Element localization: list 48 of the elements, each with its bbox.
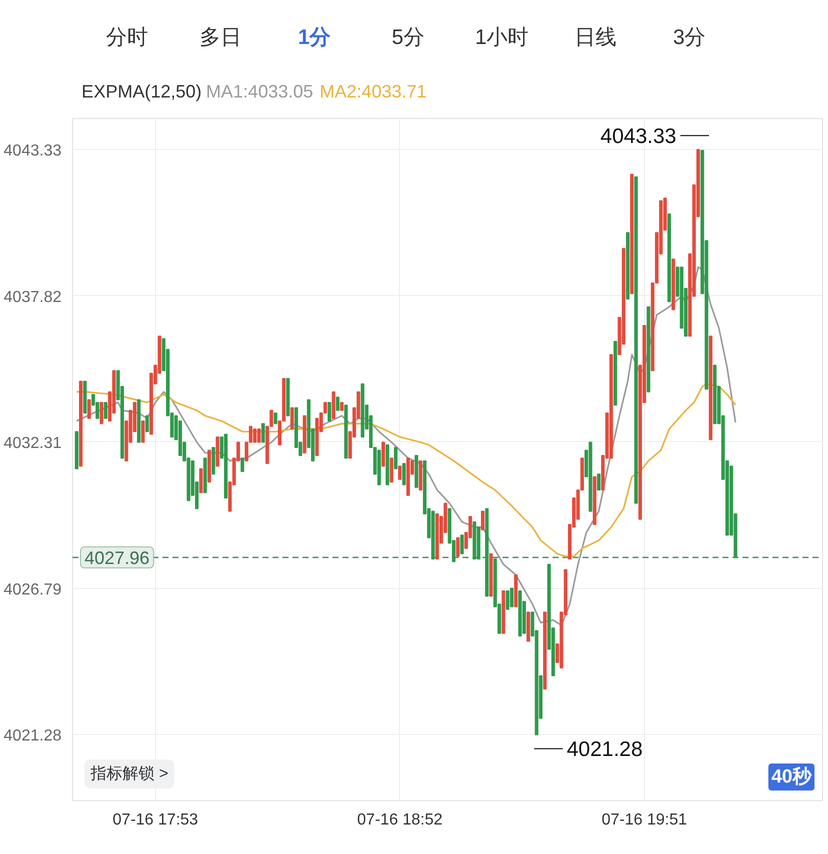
text: 1分 xyxy=(298,26,332,49)
annotation: 指标解锁 > xyxy=(90,764,168,782)
candlestick xyxy=(240,458,244,472)
candlestick xyxy=(145,415,149,432)
text: 5分 xyxy=(392,26,424,49)
candlestick xyxy=(460,534,464,554)
annotation: 4043.33 xyxy=(600,125,676,148)
candlestick xyxy=(596,474,601,491)
candlestick xyxy=(381,442,386,467)
candlestick xyxy=(100,402,104,424)
candlestick xyxy=(87,399,91,419)
candlestick xyxy=(456,537,460,557)
candlestick xyxy=(480,510,485,530)
ref-line-label: 4027.96 xyxy=(84,548,150,568)
y-tick-label: 4032.31 xyxy=(4,434,62,452)
text: 多日 xyxy=(200,26,242,49)
text: 日线 xyxy=(574,26,617,49)
text: MA1:4033.05 xyxy=(206,82,314,102)
text: 3分 xyxy=(673,26,706,49)
candlestick xyxy=(398,466,402,480)
candlestick xyxy=(253,428,257,443)
text: MA2:4033.71 xyxy=(320,82,427,102)
candlestick xyxy=(261,423,265,443)
text: 分时 xyxy=(106,26,148,49)
y-tick-label: 4021.28 xyxy=(4,728,62,745)
x-tick-label: 07-16 18:52 xyxy=(357,812,443,828)
candlestick xyxy=(390,458,394,483)
candlestick xyxy=(328,402,332,422)
candlestick xyxy=(141,420,145,443)
text: 1小时 xyxy=(475,26,529,49)
annotation: 40秒 xyxy=(771,766,812,788)
candlestick xyxy=(506,590,510,610)
candlestick xyxy=(199,468,203,494)
candlestick xyxy=(336,396,340,411)
candlestick xyxy=(104,402,108,419)
x-tick-label: 07-16 19:51 xyxy=(602,812,688,828)
legend-title: EXPMA(12,50) xyxy=(82,82,202,102)
candlestick xyxy=(394,447,398,470)
candlestick xyxy=(257,428,261,443)
y-tick-label: 4026.79 xyxy=(4,581,62,598)
candlestick xyxy=(274,412,278,424)
x-tick-label: 07-16 17:53 xyxy=(112,812,198,828)
y-tick-label: 4043.33 xyxy=(4,142,62,160)
annotation: 4021.28 xyxy=(566,738,643,762)
y-tick-label: 4037.82 xyxy=(4,288,62,306)
candlestick xyxy=(402,462,406,486)
candlestick xyxy=(290,407,294,430)
candlestick xyxy=(510,588,514,608)
